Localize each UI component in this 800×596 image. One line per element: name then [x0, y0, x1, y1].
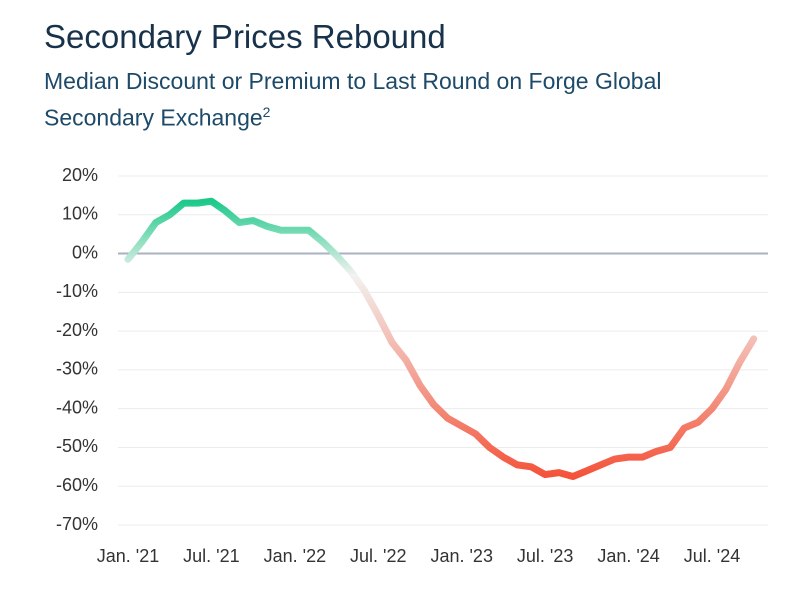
y-tick-label: -30%: [56, 359, 98, 379]
x-tick-label: Jul. '23: [517, 546, 573, 566]
chart-title: Secondary Prices Rebound: [44, 18, 446, 55]
subtitle-text: Median Discount or Premium to Last Round…: [44, 68, 662, 131]
y-tick-label: -50%: [56, 436, 98, 456]
y-tick-label: 0%: [72, 242, 98, 262]
y-tick-label: 20%: [62, 165, 98, 185]
y-tick-label: -20%: [56, 320, 98, 340]
y-tick-label: 10%: [62, 204, 98, 224]
x-tick-label: Jan. '23: [430, 546, 492, 566]
x-tick-label: Jan. '24: [597, 546, 659, 566]
chart-subtitle: Median Discount or Premium to Last Round…: [44, 66, 744, 134]
data-line: [124, 197, 758, 481]
x-tick-label: Jul. '22: [350, 546, 406, 566]
x-tick-label: Jul. '24: [684, 546, 740, 566]
y-tick-label: -10%: [56, 281, 98, 301]
x-tick-label: Jan. '21: [97, 546, 159, 566]
y-tick-label: -40%: [56, 397, 98, 417]
footnote-marker: 2: [262, 104, 271, 120]
x-tick-label: Jan. '22: [264, 546, 326, 566]
y-tick-label: -70%: [56, 514, 98, 534]
y-tick-label: -60%: [56, 475, 98, 495]
x-tick-label: Jul. '21: [183, 546, 239, 566]
